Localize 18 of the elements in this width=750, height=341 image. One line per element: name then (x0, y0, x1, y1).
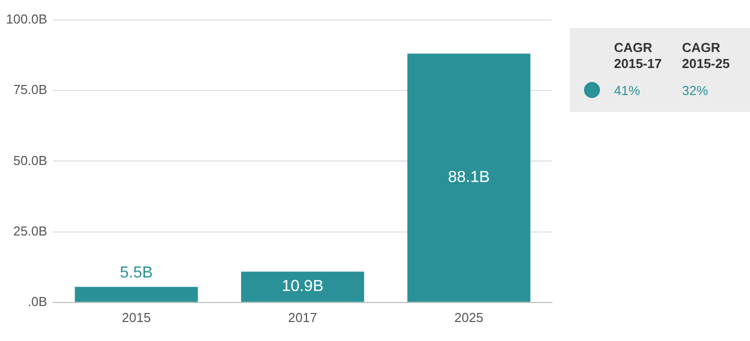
y-tick-label: .0B (28, 294, 48, 309)
x-tick-label: 2025 (454, 310, 484, 325)
y-tick-label: 50.0B (13, 152, 48, 168)
data-label: 5.5B (120, 264, 153, 282)
data-label: 88.1B (448, 169, 490, 186)
bar (407, 54, 530, 302)
text: 41% (614, 82, 642, 98)
data-label: 10.9B (282, 278, 324, 296)
x-tick-label: 2017 (288, 310, 318, 325)
text: CAGR 2015-17 (614, 40, 663, 72)
text: 32% (682, 82, 710, 98)
bar (74, 286, 198, 302)
y-tick-label: 25.0B (13, 223, 48, 238)
y-tick-label: 75.0B (13, 82, 48, 98)
bar (241, 272, 364, 302)
text: CAGR 2015-25 (682, 40, 731, 72)
x-tick-label: 2015 (122, 310, 151, 325)
y-tick-label: 100.0B (6, 12, 48, 27)
